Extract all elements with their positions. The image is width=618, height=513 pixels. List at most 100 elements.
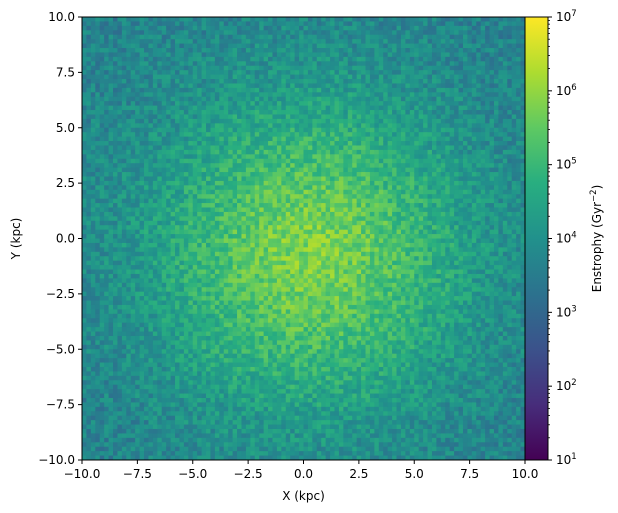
heatmap-cell (206, 397, 212, 404)
heatmap-cell (144, 70, 150, 76)
heatmap-cell (90, 304, 96, 310)
heatmap-cell (117, 406, 123, 412)
heatmap-cell (126, 340, 132, 346)
heatmap-cell (90, 198, 96, 204)
heatmap-cell (237, 291, 243, 297)
heatmap-cell (254, 304, 260, 310)
heatmap-cell (263, 87, 269, 93)
heatmap-cell (228, 287, 234, 293)
heatmap-cell (210, 322, 216, 328)
heatmap-cell (192, 287, 198, 293)
heatmap-cell (188, 65, 194, 71)
heatmap-cell (219, 446, 225, 452)
heatmap-cell (152, 428, 158, 435)
heatmap-cell (210, 48, 216, 54)
heatmap-cell (104, 380, 110, 386)
heatmap-cell (272, 30, 278, 36)
heatmap-cell (263, 393, 269, 399)
heatmap-cell (228, 411, 234, 417)
heatmap-cell (126, 291, 132, 297)
heatmap-cell (170, 163, 176, 169)
heatmap-cell (104, 269, 110, 275)
heatmap-cell (99, 260, 105, 266)
heatmap-cell (148, 340, 154, 346)
heatmap-cell (294, 309, 300, 315)
heatmap-cell (130, 282, 136, 288)
heatmap-cell (281, 110, 287, 116)
heatmap-cell (294, 256, 300, 262)
heatmap-cell (121, 455, 127, 460)
heatmap-cell (228, 70, 234, 76)
heatmap-cell (175, 424, 181, 430)
heatmap-cell (157, 220, 163, 226)
heatmap-cell (259, 402, 265, 408)
heatmap-cell (192, 366, 198, 372)
heatmap-cell (166, 269, 172, 275)
heatmap-cell (241, 442, 247, 448)
heatmap-cell (170, 61, 176, 67)
heatmap-cell (223, 260, 229, 266)
heatmap-cell (121, 48, 127, 54)
heatmap-cell (263, 442, 269, 448)
heatmap-cell (245, 242, 251, 248)
heatmap-cell (290, 21, 296, 27)
heatmap-cell (241, 101, 247, 107)
heatmap-cell (250, 110, 256, 116)
heatmap-cell (188, 287, 194, 293)
heatmap-cell (183, 335, 189, 341)
heatmap-cell (108, 189, 114, 195)
heatmap-cell (201, 371, 207, 377)
heatmap-cell (268, 149, 274, 155)
heatmap-cell (126, 149, 132, 155)
heatmap-cell (179, 428, 185, 435)
heatmap-cell (148, 349, 154, 355)
heatmap-cell (104, 30, 110, 36)
heatmap-cell (86, 234, 92, 240)
heatmap-cell (276, 331, 282, 337)
heatmap-cell (254, 282, 260, 288)
heatmap-cell (299, 225, 305, 231)
heatmap-cell (82, 145, 88, 151)
heatmap-cell (223, 225, 229, 231)
heatmap-cell (223, 313, 229, 319)
heatmap-cell (121, 242, 127, 248)
heatmap-cell (281, 25, 287, 31)
heatmap-cell (139, 282, 145, 288)
heatmap-cell (188, 256, 194, 262)
heatmap-cell (241, 65, 247, 71)
heatmap-cell (144, 366, 150, 372)
heatmap-cell (161, 340, 167, 346)
heatmap-cell (139, 411, 145, 417)
heatmap-cell (95, 451, 101, 457)
heatmap-cell (95, 371, 101, 377)
heatmap-cell (228, 180, 234, 186)
heatmap-cell (135, 145, 141, 151)
heatmap-cell (183, 92, 189, 98)
heatmap-cell (82, 358, 88, 364)
heatmap-cell (139, 79, 145, 85)
heatmap-cell (197, 118, 203, 124)
heatmap-cell (219, 17, 225, 23)
heatmap-cell (135, 136, 141, 142)
heatmap-cell (232, 362, 238, 368)
heatmap-cell (223, 65, 229, 71)
heatmap-cell (95, 278, 101, 284)
heatmap-cell (126, 34, 132, 40)
heatmap-cell (135, 327, 141, 333)
heatmap-cell (117, 420, 123, 426)
heatmap-cell (259, 185, 265, 191)
heatmap-cell (121, 446, 127, 452)
heatmap-cell (281, 406, 287, 412)
heatmap-cell (268, 366, 274, 372)
heatmap-cell (272, 375, 278, 381)
heatmap-cell (223, 411, 229, 417)
heatmap-cell (241, 247, 247, 253)
heatmap-cell (157, 154, 163, 160)
heatmap-cell (121, 132, 127, 138)
heatmap-cell (237, 371, 243, 377)
heatmap-cell (245, 21, 251, 27)
heatmap-cell (95, 189, 101, 195)
heatmap-cell (299, 340, 305, 346)
heatmap-cell (82, 278, 88, 284)
heatmap-cell (294, 318, 300, 324)
